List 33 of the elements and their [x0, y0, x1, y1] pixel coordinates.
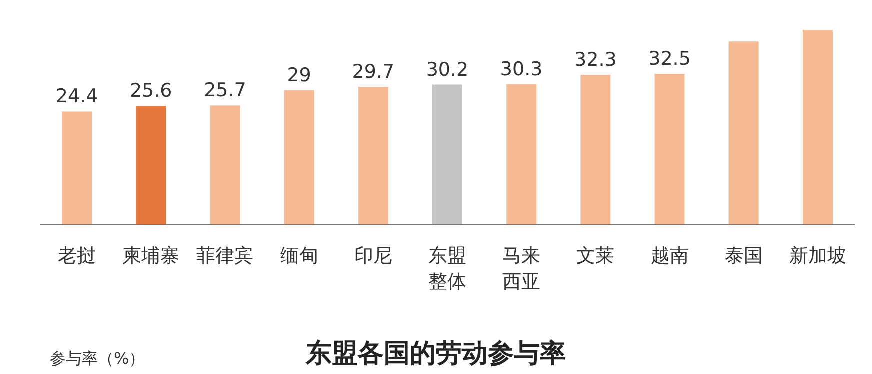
- x-tick-label: 东盟整体: [428, 245, 466, 293]
- x-tick-label: 新加坡: [789, 245, 846, 267]
- bar: [802, 30, 833, 225]
- bar: [358, 87, 388, 225]
- text: 参与率（%）: [50, 349, 146, 368]
- bar: [728, 42, 759, 225]
- x-tick-label: 越南: [650, 245, 689, 267]
- bar: [284, 90, 314, 225]
- bar: [580, 75, 611, 225]
- bar: [136, 106, 166, 225]
- x-tick-label: 马来西亚: [502, 245, 541, 293]
- data-label: 32.3: [574, 49, 617, 72]
- bar: [62, 112, 92, 225]
- data-label: 29: [287, 64, 312, 86]
- x-tick-label: 泰国: [724, 245, 763, 267]
- text: 东盟各国的劳动参与率: [305, 339, 566, 369]
- x-tick-label: 菲律宾: [196, 245, 254, 267]
- data-label: 25.6: [130, 80, 172, 102]
- data-label: 32.5: [648, 48, 691, 70]
- bar: [506, 84, 537, 225]
- data-label: 29.7: [352, 61, 395, 84]
- data-label: 30.3: [500, 58, 543, 80]
- x-tick-label: 文莱: [576, 245, 615, 267]
- bar: [210, 106, 240, 225]
- x-tick-label: 柬埔寨: [122, 245, 180, 267]
- data-label: 30.2: [426, 58, 469, 81]
- data-label: 24.4: [56, 86, 98, 108]
- data-label: 25.7: [204, 80, 246, 102]
- x-tick-label: 印尼: [354, 245, 392, 267]
- x-tick-label: 老挝: [58, 245, 96, 267]
- bar: [654, 74, 685, 225]
- bar: [432, 84, 462, 225]
- x-tick-label: 缅甸: [280, 245, 318, 267]
